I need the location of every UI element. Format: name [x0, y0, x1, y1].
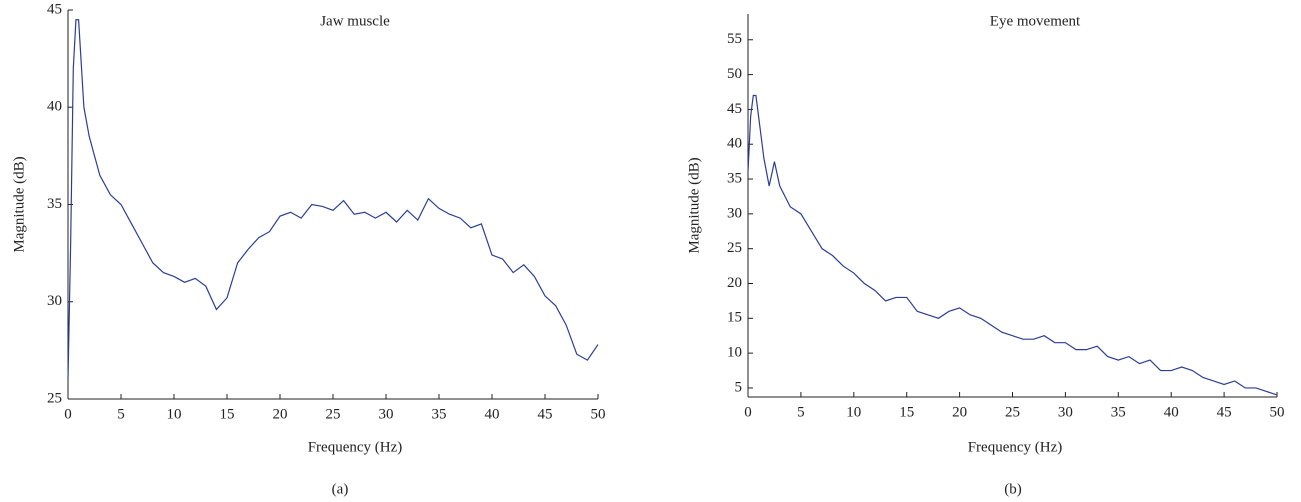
y-tick-label: 20 [727, 275, 742, 291]
x-tick-label: 5 [797, 404, 805, 420]
y-tick-label: 15 [727, 310, 742, 326]
x-tick-label: 35 [1111, 404, 1126, 420]
x-axis-label: Frequency (Hz) [968, 439, 1063, 455]
caption: (b) [1004, 481, 1022, 497]
x-tick-label: 10 [846, 404, 861, 420]
y-tick-label: 40 [727, 136, 742, 152]
y-tick-label: 25 [727, 240, 742, 256]
x-tick-label: 40 [485, 406, 500, 422]
y-tick-label: 45 [727, 101, 742, 117]
y-tick-label: 10 [727, 345, 742, 361]
x-tick-label: 25 [1005, 404, 1020, 420]
x-tick-label: 15 [220, 406, 235, 422]
x-tick-label: 0 [64, 406, 72, 422]
x-tick-label: 10 [167, 406, 182, 422]
x-tick-label: 20 [952, 404, 967, 420]
x-axis-label: Frequency (Hz) [308, 439, 403, 455]
y-tick-label: 30 [47, 293, 62, 309]
y-axis-label: Magnitude (dB) [11, 156, 27, 252]
x-tick-label: 0 [744, 404, 752, 420]
x-tick-label: 15 [899, 404, 914, 420]
data-line [67, 19, 599, 380]
caption: (a) [332, 481, 349, 497]
y-tick-label: 40 [47, 99, 62, 115]
y-tick-label: 25 [47, 390, 62, 406]
y-tick-label: 5 [735, 379, 743, 395]
y-axis-label: Magnitude (dB) [686, 157, 702, 253]
data-line [747, 94, 1278, 396]
y-tick-label: 35 [727, 170, 742, 186]
y-tick-label: 30 [727, 205, 742, 221]
x-tick-label: 25 [326, 406, 341, 422]
x-tick-label: 50 [1270, 404, 1285, 420]
x-tick-label: 35 [432, 406, 447, 422]
chart-title: Jaw muscle [320, 13, 390, 29]
y-tick-label: 35 [47, 196, 62, 212]
x-tick-label: 5 [117, 406, 125, 422]
y-tick-label: 55 [727, 31, 742, 47]
x-tick-label: 30 [1058, 404, 1073, 420]
chart-title: Eye movement [990, 13, 1081, 29]
x-tick-label: 40 [1164, 404, 1179, 420]
x-tick-label: 30 [379, 406, 394, 422]
x-tick-label: 20 [273, 406, 288, 422]
x-tick-label: 50 [591, 406, 606, 422]
y-tick-label: 50 [727, 66, 742, 82]
x-tick-label: 45 [1217, 404, 1232, 420]
y-tick-label: 45 [47, 1, 62, 17]
x-tick-label: 45 [538, 406, 553, 422]
